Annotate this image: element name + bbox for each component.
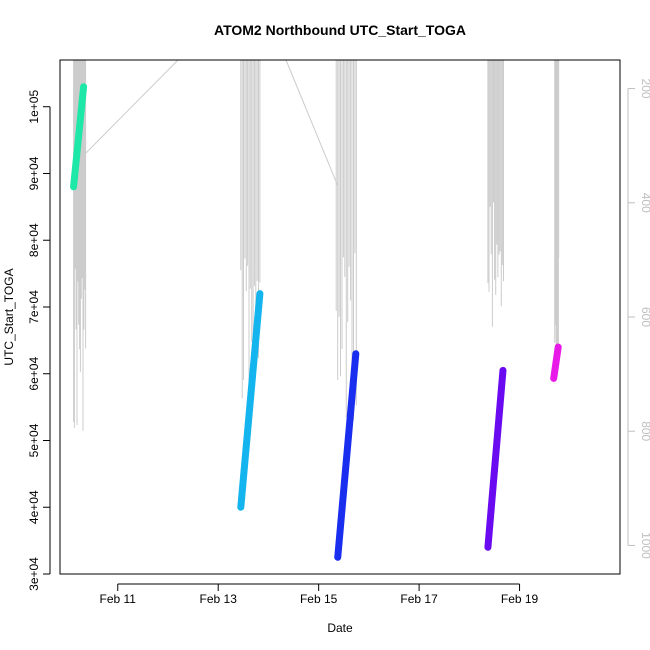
x-tick-label: Feb 15 [300,592,338,606]
y-tick-label: 5e+04 [27,423,41,457]
altitude-profile-line [487,59,504,327]
right-y-tick-label: 400 [639,193,650,213]
right-y-tick-label: 600 [639,307,650,327]
series-segment-2 [237,290,264,511]
x-tick-label: Feb 13 [200,592,238,606]
x-tick-label: Feb 11 [100,592,137,606]
series-segment-3 [334,350,360,561]
altitude-profile-line [335,59,357,421]
x-axis: Feb 11 Feb 13 Feb 15 Feb 17 Feb 19 [100,583,539,606]
y-axis-label: UTC_Start_TOGA [2,268,16,365]
right-y-axis: 200 400 600 800 1000 [627,79,650,559]
x-tick-label: Feb 19 [501,592,539,606]
series-layer [70,83,562,561]
altitude-profile-line [240,59,261,399]
y-tick-label: 1e+05 [27,90,41,124]
right-y-tick-label: 1000 [639,532,650,559]
chart-title: ATOM2 Northbound UTC_Start_TOGA [214,22,466,38]
series-segment-1 [70,83,88,191]
altitude-connector-line [83,59,179,156]
altitude-profile-line [554,59,560,369]
y-tick-label: 9e+04 [27,156,41,190]
y-tick-label: 7e+04 [27,290,41,324]
altitude-profile-line [73,59,87,431]
y-tick-label: 3e+04 [27,557,41,591]
y-axis: 3e+04 4e+04 5e+04 6e+04 7e+04 8e+04 9e+04 1e+05 [27,90,51,591]
x-axis-label: Date [327,621,353,635]
y-tick-label: 4e+04 [27,490,41,524]
altitude-profile-layer [73,59,560,431]
right-y-tick-label: 200 [639,79,650,99]
series-segment-5 [550,343,562,382]
y-tick-label: 6e+04 [27,357,41,391]
altitude-connector-line [285,59,339,186]
plot-area [59,59,621,575]
y-tick-label: 8e+04 [27,223,41,257]
x-tick-label: Feb 17 [400,592,438,606]
right-y-tick-label: 800 [639,421,650,441]
series-segment-4 [484,366,507,551]
